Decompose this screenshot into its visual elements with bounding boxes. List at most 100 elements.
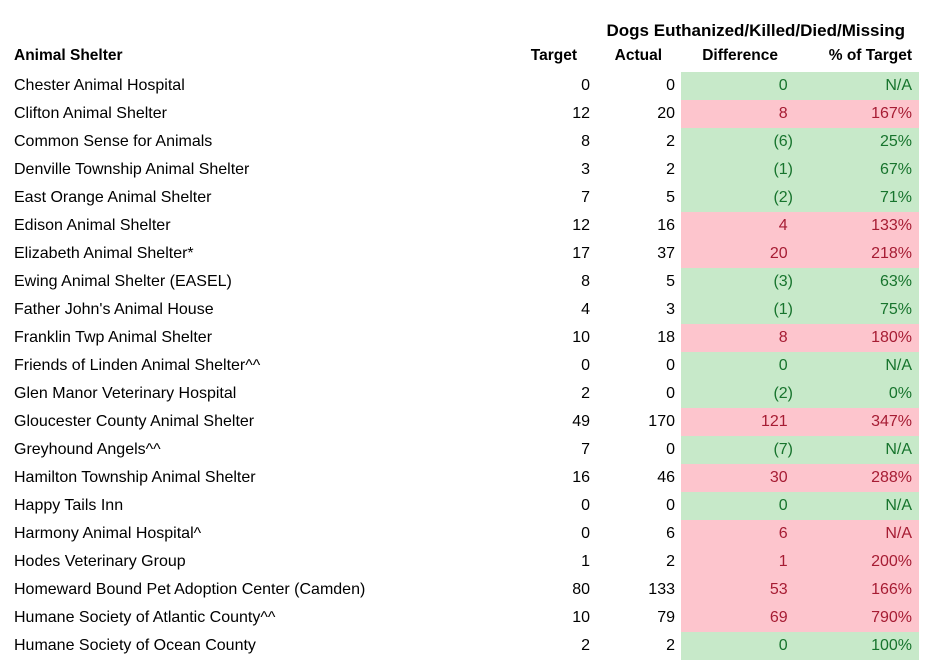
cell-shelter-name: Humane Society of Atlantic County^^ (14, 609, 276, 626)
cell-difference: 8 (681, 100, 795, 128)
cell-target: 0 (581, 357, 590, 374)
cell-pct-of-target: 100% (795, 632, 919, 660)
cell-actual: 2 (666, 553, 675, 570)
cell-pct-of-target: 0% (795, 380, 919, 408)
cell-actual: 5 (666, 189, 675, 206)
cell-actual: 0 (666, 441, 675, 458)
column-header-target: Target (530, 47, 577, 64)
cell-actual: 0 (666, 385, 675, 402)
column-header-actual: Actual (614, 47, 662, 64)
cell-actual: 18 (657, 329, 675, 346)
table-row: Denville Township Animal Shelter 3 2 (1)… (0, 156, 919, 184)
cell-pct-of-target: N/A (795, 436, 919, 464)
cell-target: 3 (581, 161, 590, 178)
cell-difference: 0 (681, 352, 795, 380)
table-body: Chester Animal Hospital 0 0 0 N/A Clifto… (0, 72, 925, 660)
column-header-animal-shelter: Animal Shelter (14, 47, 123, 64)
table-row: Franklin Twp Animal Shelter 10 18 8 180% (0, 324, 919, 352)
cell-shelter-name: Chester Animal Hospital (14, 77, 185, 94)
cell-pct-of-target: N/A (795, 352, 919, 380)
cell-actual: 6 (666, 525, 675, 542)
cell-actual: 170 (648, 413, 675, 430)
cell-difference: (1) (681, 296, 795, 324)
cell-difference: (6) (681, 128, 795, 156)
cell-pct-of-target: 63% (795, 268, 919, 296)
cell-pct-of-target: 71% (795, 184, 919, 212)
cell-difference: (2) (681, 184, 795, 212)
cell-difference: (7) (681, 436, 795, 464)
table-row: Edison Animal Shelter 12 16 4 133% (0, 212, 919, 240)
cell-pct-of-target: 167% (795, 100, 919, 128)
cell-actual: 2 (666, 161, 675, 178)
table-row: Greyhound Angels^^ 7 0 (7) N/A (0, 436, 919, 464)
cell-target: 8 (581, 133, 590, 150)
cell-shelter-name: Homeward Bound Pet Adoption Center (Camd… (14, 581, 366, 598)
cell-shelter-name: Friends of Linden Animal Shelter^^ (14, 357, 261, 374)
cell-difference: 20 (681, 240, 795, 268)
table-row: Friends of Linden Animal Shelter^^ 0 0 0… (0, 352, 919, 380)
cell-difference: (1) (681, 156, 795, 184)
table-row: Humane Society of Atlantic County^^ 10 7… (0, 604, 919, 632)
cell-shelter-name: Franklin Twp Animal Shelter (14, 329, 213, 346)
cell-shelter-name: East Orange Animal Shelter (14, 189, 212, 206)
cell-actual: 2 (666, 133, 675, 150)
table-row: Hamilton Township Animal Shelter 16 46 3… (0, 464, 919, 492)
cell-shelter-name: Hodes Veterinary Group (14, 553, 186, 570)
cell-target: 1 (581, 553, 590, 570)
cell-shelter-name: Happy Tails Inn (14, 497, 124, 514)
cell-shelter-name: Elizabeth Animal Shelter* (14, 245, 194, 262)
cell-target: 0 (581, 77, 590, 94)
table-row: Gloucester County Animal Shelter 49 170 … (0, 408, 919, 436)
cell-pct-of-target: 133% (795, 212, 919, 240)
cell-difference: (2) (681, 380, 795, 408)
table-row: Elizabeth Animal Shelter* 17 37 20 218% (0, 240, 919, 268)
cell-shelter-name: Gloucester County Animal Shelter (14, 413, 255, 430)
cell-actual: 3 (666, 301, 675, 318)
cell-shelter-name: Denville Township Animal Shelter (14, 161, 250, 178)
cell-actual: 20 (657, 105, 675, 122)
table-title: Dogs Euthanized/Killed/Died/Missing (606, 21, 905, 40)
cell-difference: 0 (681, 72, 795, 100)
cell-target: 8 (581, 273, 590, 290)
cell-pct-of-target: 200% (795, 548, 919, 576)
cell-target: 2 (581, 385, 590, 402)
cell-actual: 5 (666, 273, 675, 290)
cell-pct-of-target: N/A (795, 72, 919, 100)
table-row: Glen Manor Veterinary Hospital 2 0 (2) 0… (0, 380, 919, 408)
table-row: Homeward Bound Pet Adoption Center (Camd… (0, 576, 919, 604)
cell-target: 0 (581, 525, 590, 542)
cell-shelter-name: Edison Animal Shelter (14, 217, 171, 234)
cell-difference: (3) (681, 268, 795, 296)
cell-actual: 133 (648, 581, 675, 598)
cell-pct-of-target: 347% (795, 408, 919, 436)
cell-target: 7 (581, 441, 590, 458)
cell-shelter-name: Harmony Animal Hospital^ (14, 525, 202, 542)
table-row: Ewing Animal Shelter (EASEL) 8 5 (3) 63% (0, 268, 919, 296)
cell-shelter-name: Common Sense for Animals (14, 133, 213, 150)
table-header-row: Animal Shelter Target Actual Difference … (0, 42, 919, 72)
cell-pct-of-target: 790% (795, 604, 919, 632)
cell-shelter-name: Father John's Animal House (14, 301, 214, 318)
cell-actual: 0 (666, 77, 675, 94)
cell-target: 2 (581, 637, 590, 654)
cell-difference: 0 (681, 632, 795, 660)
cell-shelter-name: Greyhound Angels^^ (14, 441, 161, 458)
cell-shelter-name: Hamilton Township Animal Shelter (14, 469, 256, 486)
column-header-difference: Difference (702, 47, 778, 64)
table-row: Happy Tails Inn 0 0 0 N/A (0, 492, 919, 520)
table-row: Harmony Animal Hospital^ 0 6 6 N/A (0, 520, 919, 548)
cell-difference: 53 (681, 576, 795, 604)
cell-target: 16 (572, 469, 590, 486)
cell-target: 12 (572, 105, 590, 122)
table-row: Humane Society of Ocean County 2 2 0 100… (0, 632, 919, 660)
cell-pct-of-target: N/A (795, 492, 919, 520)
cell-difference: 1 (681, 548, 795, 576)
cell-actual: 37 (657, 245, 675, 262)
column-header-pct-of-target: % of Target (828, 47, 912, 64)
cell-target: 80 (572, 581, 590, 598)
cell-target: 17 (572, 245, 590, 262)
cell-pct-of-target: 180% (795, 324, 919, 352)
cell-actual: 16 (657, 217, 675, 234)
cell-difference: 6 (681, 520, 795, 548)
